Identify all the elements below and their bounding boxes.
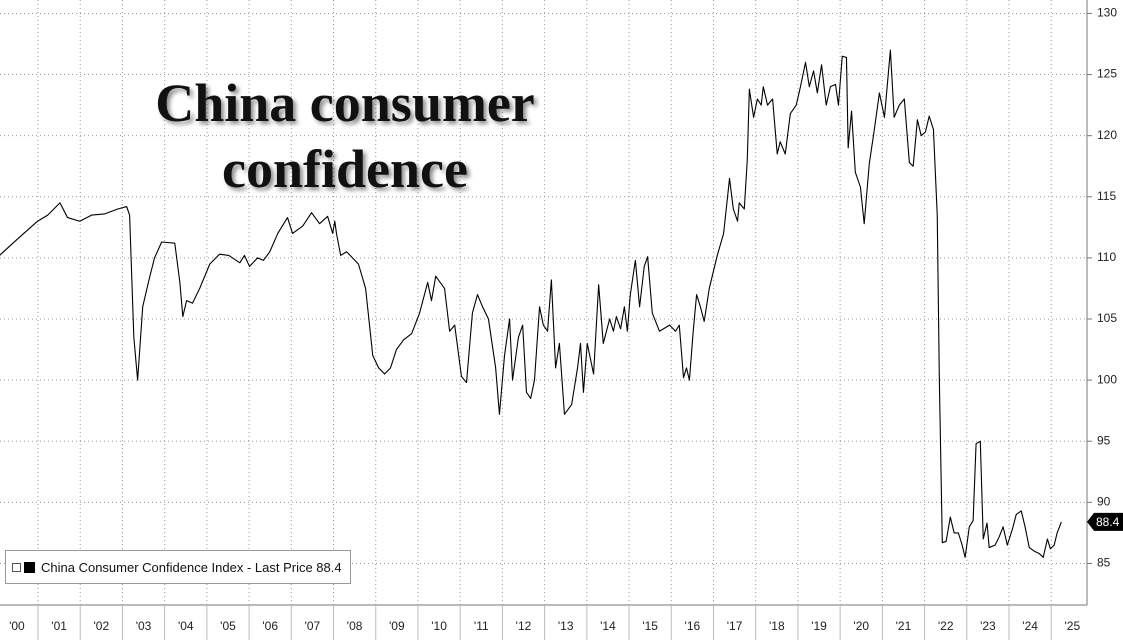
x-tick-label: '05 — [220, 619, 236, 633]
legend-label: China Consumer Confidence Index - Last P… — [41, 559, 342, 575]
x-tick-label: '03 — [136, 619, 152, 633]
x-tick-label: '10 — [431, 619, 447, 633]
last-price-tag — [1087, 512, 1123, 531]
y-tick-label: 115 — [1097, 189, 1116, 203]
x-tick-label: '23 — [980, 619, 996, 633]
chart-title: China consumer confidence — [155, 73, 535, 199]
x-tick-label: '19 — [811, 619, 827, 633]
x-tick-label: '17 — [727, 619, 743, 633]
x-tick-label: '01 — [51, 619, 67, 633]
x-tick-label: '14 — [600, 619, 616, 633]
y-tick-label: 105 — [1097, 311, 1117, 325]
y-tick-label: 130 — [1097, 6, 1117, 20]
legend-swatch — [24, 561, 35, 573]
x-tick-label: '04 — [178, 619, 194, 633]
x-axis-band — [0, 605, 1123, 640]
x-tick-label: '08 — [347, 619, 363, 633]
x-tick-label: '07 — [305, 619, 321, 633]
y-tick-label: 100 — [1097, 372, 1117, 386]
x-tick-label: '16 — [685, 619, 701, 633]
last-price-label: 88.4 — [1096, 515, 1120, 529]
x-tick-label: '24 — [1022, 619, 1038, 633]
y-tick-label: 120 — [1097, 128, 1117, 142]
x-tick-label: '02 — [94, 619, 110, 633]
legend: China Consumer Confidence Index - Last P… — [5, 550, 351, 584]
legend-icon — [12, 562, 21, 572]
x-tick-label: '22 — [938, 619, 954, 633]
y-tick-label: 90 — [1097, 495, 1111, 509]
y-tick-label: 110 — [1097, 250, 1116, 264]
x-tick-label: '25 — [1065, 619, 1081, 633]
x-tick-label: '18 — [769, 619, 785, 633]
x-tick-label: '09 — [389, 619, 405, 633]
x-tick-label: '15 — [642, 619, 658, 633]
x-tick-label: '11 — [474, 619, 489, 633]
x-tick-label: '00 — [9, 619, 25, 633]
y-tick-label: 95 — [1097, 433, 1111, 447]
x-tick-label: '13 — [558, 619, 574, 633]
series-line — [0, 49, 1062, 558]
x-tick-label: '06 — [262, 619, 278, 633]
y-tick-label: 85 — [1097, 556, 1111, 570]
x-tick-label: '20 — [853, 619, 869, 633]
x-tick-label: '12 — [516, 619, 532, 633]
y-tick-label: 125 — [1097, 67, 1117, 81]
x-tick-label: '21 — [896, 619, 912, 633]
